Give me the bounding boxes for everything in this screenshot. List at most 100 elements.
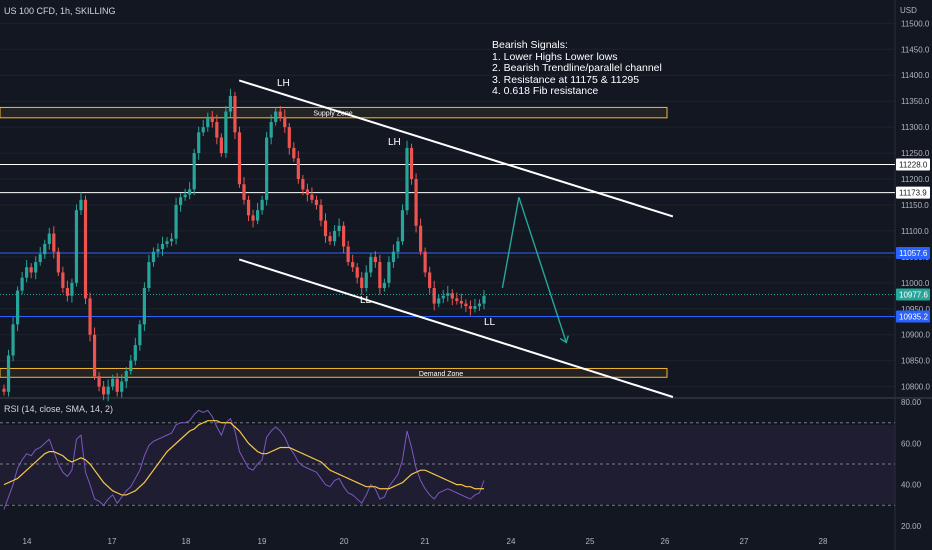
candle-body (174, 204, 178, 239)
lh-label-1: LH (277, 78, 290, 89)
candle-body (38, 254, 42, 263)
candle-body (364, 272, 368, 289)
candle-body (251, 215, 255, 221)
projection-arrowhead (559, 335, 569, 344)
candle-body (477, 303, 482, 307)
candle-body (25, 267, 29, 278)
candle-body (473, 306, 477, 309)
candle-body (228, 96, 233, 112)
notes-title: Bearish Signals: (492, 39, 568, 51)
x-tick-label: 26 (661, 537, 670, 546)
notes-item-2: 2. Bearish Trendline/parallel channel (492, 62, 662, 74)
x-tick-label: 25 (586, 537, 595, 546)
rsi-y-tick-label: 20.00 (901, 522, 922, 531)
candle-body (274, 111, 278, 122)
y-tick-label: 11300.0 (901, 123, 930, 132)
candle-body (464, 303, 468, 307)
candle-body (129, 360, 133, 372)
candle-body (378, 262, 382, 289)
x-tick-label: 27 (740, 537, 749, 546)
x-tick-label: 28 (819, 537, 828, 546)
y-axis: 11500.0 11450.0 11400.0 11350.0 11300.0 11250… (896, 19, 930, 392)
candle-body (387, 262, 391, 283)
candle-body (419, 225, 423, 252)
y-tick-label: 10950.0 (901, 305, 930, 314)
price-badge-label: 11173.9 (899, 189, 927, 198)
candle-body (414, 179, 418, 226)
channel-upper-line (238, 79, 674, 218)
candle-body (124, 371, 128, 382)
candle-body (56, 251, 60, 273)
candle-body (215, 121, 219, 138)
ll-label-2: LL (484, 317, 496, 328)
candle-body (468, 306, 473, 309)
candle-body (179, 197, 183, 205)
candle-body (319, 204, 323, 221)
candle-body (83, 199, 88, 299)
candle-body (332, 230, 337, 242)
candle-body (296, 158, 300, 180)
candle-body (323, 220, 328, 237)
lh-label-2: LH (388, 137, 401, 148)
price-badge-label: 11228.0 (899, 161, 928, 170)
candle-body (351, 262, 355, 268)
candle-body (2, 388, 6, 392)
y-tick-label: 11100.0 (901, 227, 929, 236)
candle-body (102, 386, 106, 395)
rsi-line (3, 409, 485, 510)
candle-body (328, 236, 332, 242)
candle-body (111, 378, 115, 387)
candle-body (115, 378, 119, 392)
grid-lines (0, 22, 895, 388)
rsi-y-tick-label: 40.00 (901, 481, 922, 490)
price-badge-label: 10977.6 (899, 290, 928, 299)
y-tick-label: 10850.0 (901, 357, 930, 366)
candle-body (169, 238, 174, 242)
x-tick-label: 14 (23, 537, 32, 546)
candle-body (405, 147, 409, 211)
candle-body (188, 189, 192, 195)
candle-body (265, 137, 269, 200)
candle-body (151, 251, 156, 263)
candle-body (79, 199, 83, 211)
zones: Supply Zone Demand Zone (0, 106, 668, 378)
candle-body (65, 288, 69, 296)
candle-body (201, 127, 205, 133)
candle-body (92, 334, 97, 377)
price-badge (896, 158, 930, 171)
candle-body (142, 288, 146, 325)
candle-body (292, 147, 296, 159)
candle-body (138, 324, 142, 346)
y-tick-label: 11200.0 (901, 175, 930, 184)
demand-zone-label: Demand Zone (419, 371, 463, 378)
price-badge-label: 11057.6 (899, 249, 928, 258)
candle-body (446, 293, 450, 296)
x-tick-label: 24 (507, 537, 516, 546)
demand-zone (0, 367, 668, 378)
x-axis: 14 17 18 19 20 21 24 25 26 27 28 (23, 537, 828, 546)
candle-body (165, 241, 169, 244)
notes-item-3: 3. Resistance at 11175 & 11295 (492, 73, 640, 86)
candle-body (246, 199, 251, 216)
candle-body (34, 262, 38, 273)
candle-body (437, 298, 441, 304)
y-tick-label: 11500.0 (901, 19, 930, 28)
candle-body (369, 256, 373, 273)
price-badge (896, 186, 930, 199)
price-badge (896, 288, 930, 301)
candle-body (260, 199, 264, 211)
candle-body (269, 121, 273, 138)
candle-body (88, 298, 92, 335)
candle-body (409, 147, 414, 180)
candle-body (52, 233, 56, 252)
candle-body (47, 233, 51, 244)
candle-body (400, 210, 405, 242)
candle-body (382, 282, 386, 289)
candle-body (237, 132, 242, 185)
ll-label-1: LL (360, 295, 372, 306)
candle-body (278, 111, 282, 117)
y-tick-label: 10900.0 (901, 331, 930, 340)
y-tick-label: 11000.0 (901, 279, 930, 288)
